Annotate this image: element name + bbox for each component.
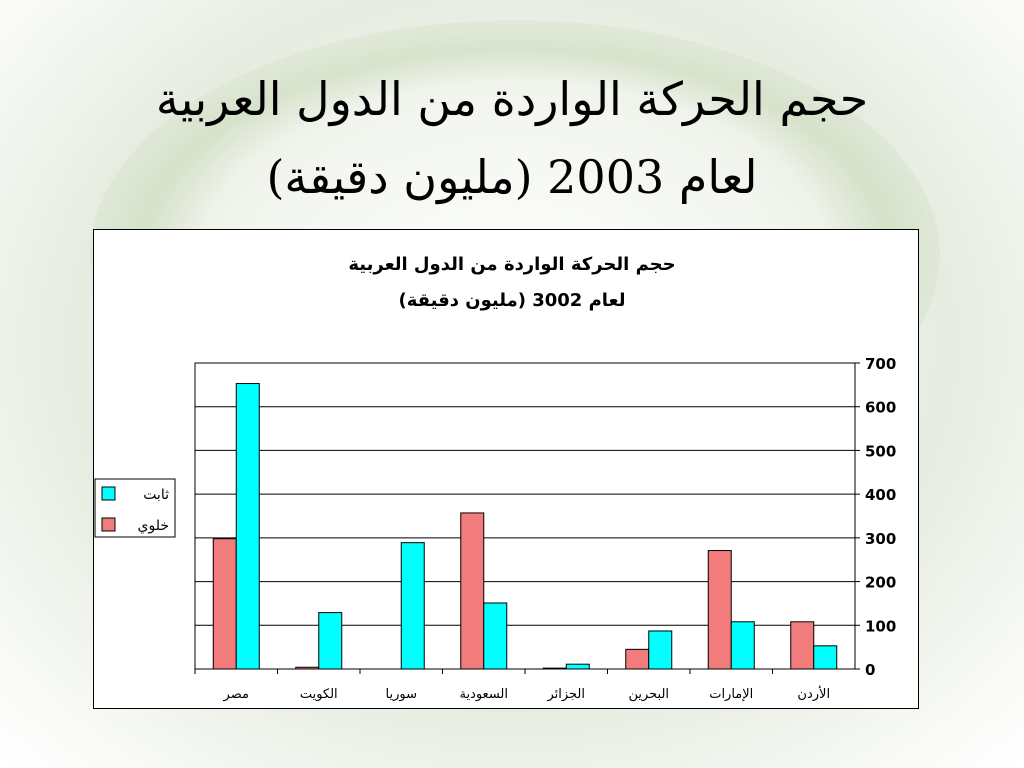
bar-fixed xyxy=(813,645,838,670)
bar-fixed xyxy=(400,542,425,670)
bar-fixed xyxy=(730,621,755,670)
bar-mobile xyxy=(212,538,237,670)
bar-mobile xyxy=(707,550,732,670)
x-tick-label: الإمارات xyxy=(709,687,753,702)
y-tick-label: 100 xyxy=(865,617,896,635)
chart-title-line1: حجم الحركة الواردة من الدول العربية xyxy=(348,254,675,275)
x-tick-label: البحرين xyxy=(628,687,669,702)
slide-title-line1: حجم الحركة الواردة من الدول العربية xyxy=(155,72,869,126)
bar-mobile xyxy=(625,648,650,670)
y-tick-label: 400 xyxy=(865,486,896,504)
x-tick-label: مصر xyxy=(223,687,249,702)
y-tick-label: 700 xyxy=(865,355,896,373)
legend-swatch xyxy=(101,517,116,532)
bar-fixed xyxy=(565,663,590,670)
x-tick-label: سوريا xyxy=(386,687,417,702)
x-tick-label: الأردن xyxy=(797,685,830,702)
bar-fixed xyxy=(235,383,260,670)
x-tick-label: الجزائر xyxy=(546,687,585,702)
legend-label: خلوي xyxy=(138,518,169,534)
y-tick-label: 300 xyxy=(865,530,896,548)
bar-mobile xyxy=(460,512,485,670)
slide-title-line2: لعام 2003 (مليون دقيقة) xyxy=(266,150,758,204)
chart-title-line2: لعام 3002 (مليون دقيقة) xyxy=(399,290,626,311)
x-tick-label: السعودية xyxy=(459,687,508,702)
bar-fixed xyxy=(648,630,673,670)
bar-mobile xyxy=(295,666,320,670)
bar-fixed xyxy=(483,602,508,670)
y-tick-label: 600 xyxy=(865,399,896,417)
y-tick-label: 200 xyxy=(865,574,896,592)
x-tick-label: الكويت xyxy=(300,687,338,702)
bar-fixed xyxy=(318,612,343,670)
bar-mobile xyxy=(790,621,815,670)
y-tick-label: 0 xyxy=(865,661,875,679)
legend-swatch xyxy=(101,486,116,501)
legend-label: ثابت xyxy=(143,487,169,503)
plot-area xyxy=(194,362,856,670)
slide-title: حجم الحركة الواردة من الدول العربية لعام… xyxy=(0,60,1024,216)
y-tick-label: 500 xyxy=(865,442,896,460)
bar-mobile xyxy=(542,667,567,670)
